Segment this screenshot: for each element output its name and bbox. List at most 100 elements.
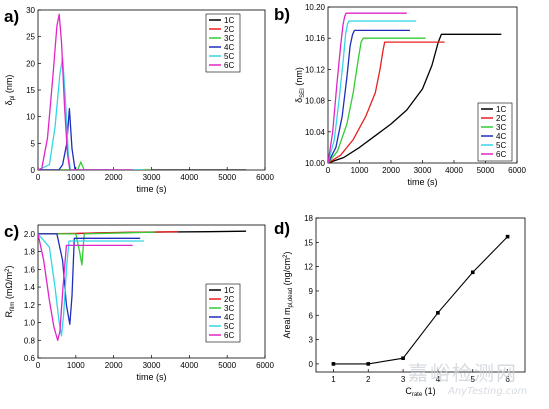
legend-label-3C: 3C (224, 304, 234, 313)
y-tick-label: 15 (304, 238, 313, 247)
legend-label-1C: 1C (496, 105, 506, 114)
legend-label-4C: 4C (496, 132, 506, 141)
y-tick-label: 1.4 (24, 283, 36, 292)
panel-letter: b) (274, 5, 290, 24)
y-tick-label: 10.16 (305, 34, 326, 43)
x-axis-label: time (s) (137, 372, 167, 382)
x-tick-label: 6000 (256, 173, 274, 182)
panel-letter: a) (4, 7, 19, 26)
legend-label-3C: 3C (496, 123, 506, 132)
series-group (331, 234, 510, 366)
series-line-6C (328, 12, 407, 163)
data-point (366, 362, 371, 366)
x-tick-label: 6 (505, 375, 510, 384)
y-tick-label: 10.20 (305, 3, 326, 12)
y-tick-label: 2.0 (24, 230, 36, 239)
x-tick-label: 2000 (105, 173, 123, 182)
y-tick-label: 10.12 (305, 65, 326, 74)
figure-layer: a)0 1000 2000 3000 4000 5000 6000051015202530t… (4, 3, 526, 398)
y-tick-label: 1.6 (24, 265, 36, 274)
y-tick-label: 6 (309, 311, 314, 320)
y-tick-label: 30 (26, 6, 35, 15)
legend-label-6C: 6C (224, 331, 234, 340)
series-group (38, 13, 247, 170)
x-tick-label: 6000 (508, 166, 526, 175)
y-tick-label: 10.00 (305, 159, 326, 168)
y-tick-label: 9 (309, 287, 314, 296)
x-tick-label: 5 (471, 375, 476, 384)
chart-panel-1: a) 0 1000 2000 3000 4000 5000 6000 0 5 10 15 20 25 30 t… (4, 6, 274, 194)
panel-letter: c) (4, 222, 19, 241)
legend-label-6C: 6C (224, 61, 234, 70)
legend-label-4C: 4C (224, 43, 234, 52)
x-tick-label: 4000 (180, 361, 198, 370)
y-axis-label: δpl (nm) (4, 75, 16, 106)
chart-panel-3: c) 0 1000 2000 3000 4000 5000 6000 0.6 0.8 1.0 1.2 1… (4, 222, 274, 382)
legend-label-5C: 5C (496, 141, 506, 150)
series-line-2C (328, 41, 445, 163)
panel-letter: d) (274, 219, 290, 238)
y-tick-label: 1.8 (24, 248, 36, 257)
watermark-main: 嘉峪检测网 (408, 361, 518, 385)
legend-label-2C: 2C (224, 295, 234, 304)
series-line-6C (38, 233, 133, 341)
series-line-4C (38, 233, 141, 325)
x-tick-label: 1000 (67, 173, 85, 182)
x-tick-label: 3000 (143, 361, 161, 370)
legend-label-2C: 2C (496, 114, 506, 123)
legend-label-4C: 4C (224, 313, 234, 322)
x-tick-label: 3000 (414, 166, 432, 175)
series-group (38, 230, 247, 341)
data-point (436, 311, 440, 315)
y-tick-label: 10.04 (305, 128, 326, 137)
series-line (333, 236, 508, 365)
x-tick-label: 5000 (477, 166, 495, 175)
data-point (505, 234, 510, 239)
y-tick-label: 12 (304, 263, 313, 272)
legend-label-5C: 5C (224, 322, 234, 331)
x-tick-label: 2000 (382, 166, 400, 175)
watermark-sub: AnyTesting.com (447, 386, 528, 397)
y-tick-label: 5 (31, 139, 36, 148)
x-axis-label: time (s) (137, 184, 167, 194)
data-point (470, 270, 475, 275)
series-line-5C (38, 57, 144, 170)
x-axis-label: Crate (1) (405, 386, 435, 398)
series-group (328, 12, 502, 163)
legend-label-1C: 1C (224, 286, 234, 295)
x-tick-label: 2000 (105, 361, 123, 370)
x-tick-label: 1 (331, 375, 336, 384)
x-tick-label: 4000 (180, 173, 198, 182)
series-line-1C (328, 33, 502, 163)
legend-label-6C: 6C (496, 150, 506, 159)
y-tick-label: 0 (309, 360, 314, 369)
legend-box (477, 102, 513, 162)
series-line-4C (38, 108, 114, 170)
watermark: 嘉峪检测网 AnyTesting.com (408, 361, 528, 397)
y-tick-label: 10 (26, 113, 35, 122)
legend-label-5C: 5C (224, 52, 234, 61)
x-tick-label: 6000 (256, 361, 274, 370)
x-axis-label: time (s) (408, 177, 438, 187)
x-tick-label: 0 (36, 173, 41, 182)
series-line-5C (38, 233, 144, 337)
y-tick-label: 3 (309, 336, 314, 345)
y-tick-label: 25 (26, 33, 35, 42)
y-tick-label: 1.2 (24, 301, 36, 310)
x-tick-label: 4 (436, 375, 441, 384)
series-line-3C (38, 161, 152, 170)
y-tick-label: 0.6 (24, 354, 36, 363)
y-tick-label: 0.8 (24, 336, 36, 345)
legend-label-1C: 1C (224, 16, 234, 25)
series-line-6C (38, 13, 133, 170)
y-axis-label: Rfilm (mΩ/m2) (4, 266, 16, 318)
legend-box (205, 13, 241, 73)
data-point (331, 362, 336, 366)
data-point (401, 356, 405, 361)
x-tick-label: 1000 (351, 166, 369, 175)
legend-box (205, 283, 241, 343)
legend-label-2C: 2C (224, 25, 234, 34)
